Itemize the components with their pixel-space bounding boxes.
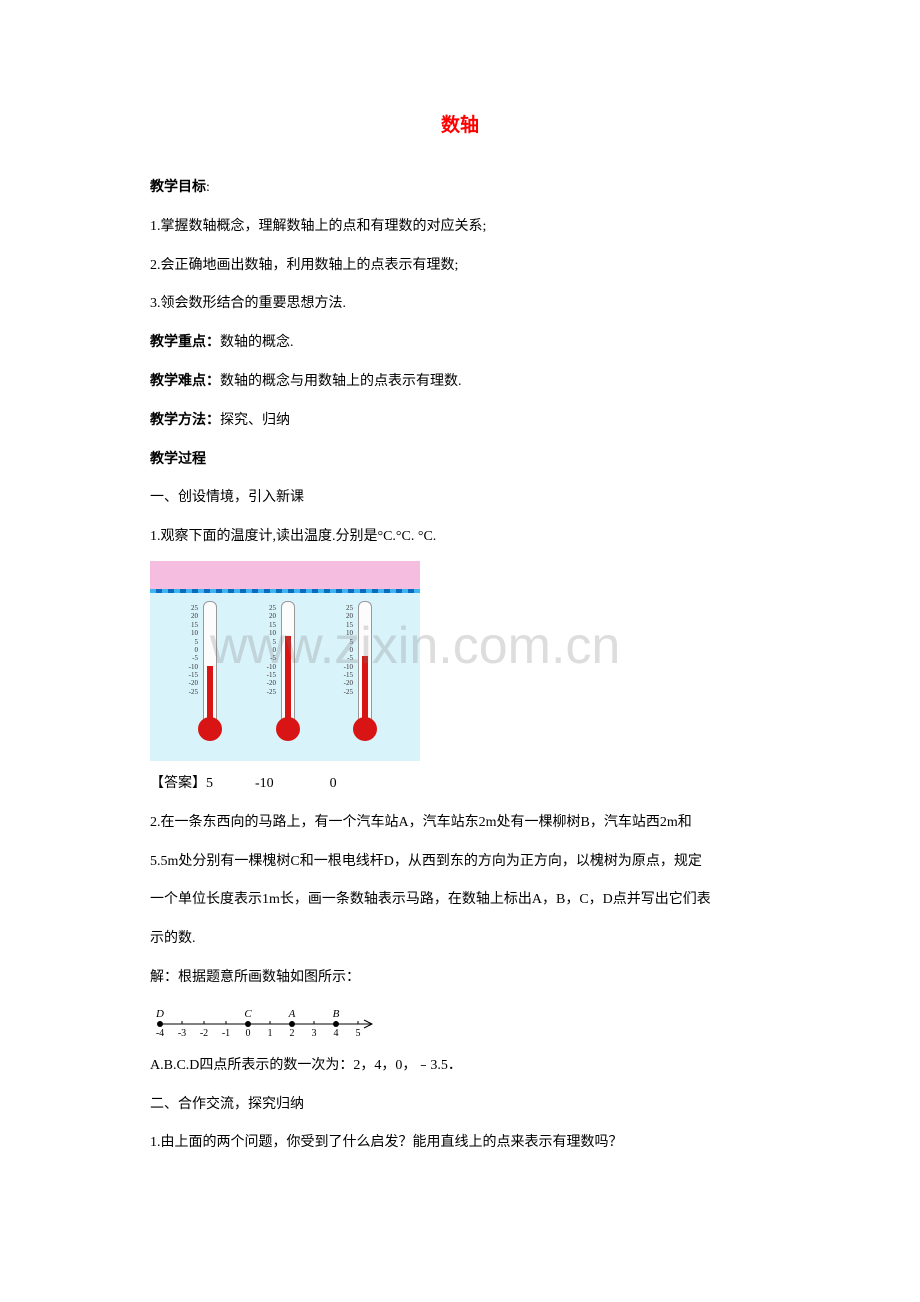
svg-text:2: 2: [290, 1028, 295, 1039]
keypoint-line: 教学重点：数轴的概念.: [150, 328, 770, 359]
svg-text:5: 5: [356, 1028, 361, 1039]
thermo-scale: 2520151050-5-10-15-20-25: [176, 604, 198, 696]
thermo-bulb: [198, 717, 222, 741]
svg-text:D: D: [155, 1008, 164, 1020]
question-text: 1.由上面的两个问题，你受到了什么启发？能用直线上的点来表示有理数吗？: [150, 1128, 770, 1159]
colon: :: [206, 180, 210, 195]
goals-heading-line: 教学目标:: [150, 173, 770, 204]
section-heading: 二、合作交流，探究归纳: [150, 1090, 770, 1121]
method-label: 教学方法：: [150, 413, 220, 428]
thermo-fluid: [362, 656, 368, 721]
svg-text:B: B: [333, 1008, 340, 1020]
keypoint-label: 教学重点：: [150, 335, 220, 350]
task-text: 一个单位长度表示1m长，画一条数轴表示马路，在数轴上标出A，B，C，D点并写出它…: [150, 885, 770, 916]
thermometer: 2520151050-5-10-15-20-25: [180, 571, 240, 751]
svg-text:-3: -3: [178, 1028, 186, 1039]
difficulty-text: 数轴的概念与用数轴上的点表示有理数.: [220, 374, 462, 389]
answer-line: 【答案】5 -10 0: [150, 769, 770, 800]
task-text: 2.在一条东西向的马路上，有一个汽车站A，汽车站东2m处有一棵柳树B，汽车站西2…: [150, 808, 770, 839]
thermo-fluid: [207, 666, 213, 721]
svg-text:3: 3: [312, 1028, 317, 1039]
task-text: 5.5m处分别有一棵槐树C和一根电线杆D，从西到东的方向为正方向，以槐树为原点，…: [150, 847, 770, 878]
thermometer: 2520151050-5-10-15-20-25: [335, 571, 395, 751]
svg-text:-4: -4: [156, 1028, 164, 1039]
answer-values: 5 -10 0: [206, 776, 337, 791]
solution-label: 解：根据题意所画数轴如图所示：: [150, 963, 770, 994]
thermo-fluid: [285, 636, 291, 721]
task-answer: A.B.C.D四点所表示的数一次为：2，4，0，﹣3.5．: [150, 1051, 770, 1082]
method-line: 教学方法：探究、归纳: [150, 406, 770, 437]
thermometer-image: 2520151050-5-10-15-20-25 2520151050-5-10…: [150, 561, 420, 761]
goal-item: 3.领会数形结合的重要思想方法.: [150, 289, 770, 320]
svg-text:1: 1: [268, 1028, 273, 1039]
task-text: 示的数.: [150, 924, 770, 955]
svg-text:0: 0: [246, 1028, 251, 1039]
method-text: 探究、归纳: [220, 413, 290, 428]
process-label: 教学过程: [150, 445, 770, 476]
svg-text:-1: -1: [222, 1028, 230, 1039]
thermo-bulb: [353, 717, 377, 741]
page-title: 数轴: [150, 110, 770, 137]
numline-svg: -4 -3 -2 -1 0 1 2 3 4 5 D C A B: [150, 1002, 390, 1042]
thermo-scale: 2520151050-5-10-15-20-25: [331, 604, 353, 696]
thermo-bulb: [276, 717, 300, 741]
svg-text:-2: -2: [200, 1028, 208, 1039]
goal-item: 1.掌握数轴概念，理解数轴上的点和有理数的对应关系;: [150, 212, 770, 243]
answer-label: 【答案】: [150, 776, 206, 791]
svg-text:C: C: [244, 1008, 252, 1020]
section-heading: 一、创设情境，引入新课: [150, 483, 770, 514]
task-text: 1.观察下面的温度计,读出温度.分别是°C.°C. °C.: [150, 522, 770, 553]
difficulty-label: 教学难点：: [150, 374, 220, 389]
thermo-scale: 2520151050-5-10-15-20-25: [254, 604, 276, 696]
svg-text:4: 4: [334, 1028, 339, 1039]
difficulty-line: 教学难点：数轴的概念与用数轴上的点表示有理数.: [150, 367, 770, 398]
svg-text:A: A: [288, 1008, 296, 1020]
number-line: -4 -3 -2 -1 0 1 2 3 4 5 D C A B: [150, 1002, 770, 1047]
goal-item: 2.会正确地画出数轴，利用数轴上的点表示有理数;: [150, 251, 770, 282]
thermometer: 2520151050-5-10-15-20-25: [258, 571, 318, 751]
goals-heading: 教学目标: [150, 180, 206, 195]
keypoint-text: 数轴的概念.: [220, 335, 294, 350]
